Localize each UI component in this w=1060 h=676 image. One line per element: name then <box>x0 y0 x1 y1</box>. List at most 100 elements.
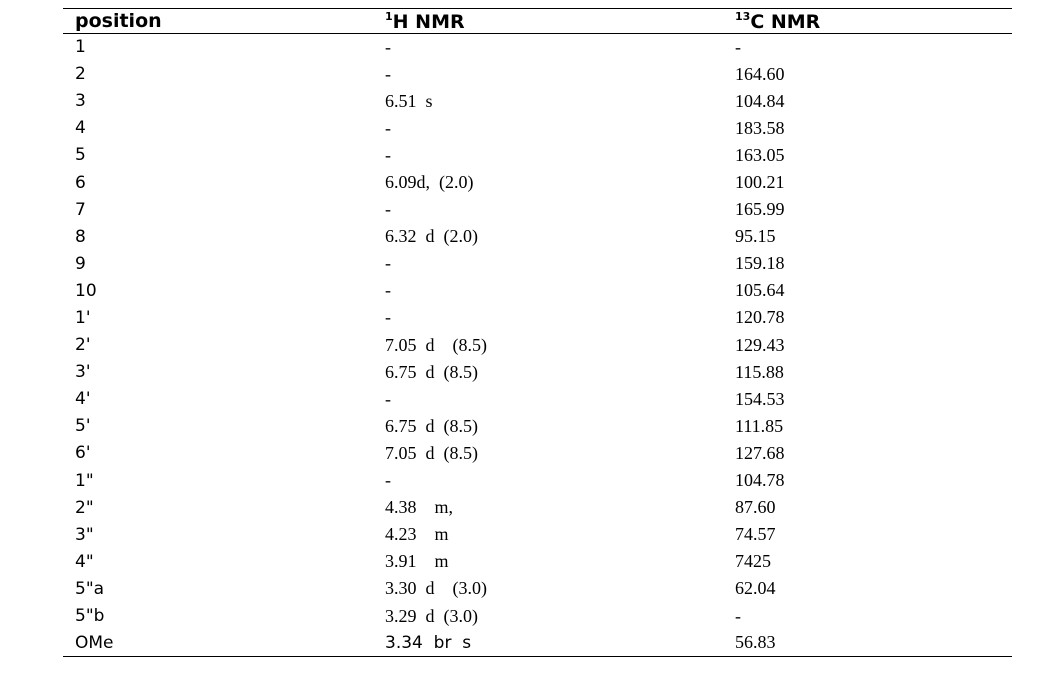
table-cell: 3 <box>75 91 86 112</box>
table-row: 9 - 159.18 <box>63 250 1012 277</box>
table-cell: 56.83 <box>735 632 776 653</box>
table-cell: 10 <box>75 280 97 301</box>
table-cell: - <box>735 36 741 57</box>
table-cell: 6.09d, (2.0) <box>385 172 474 193</box>
table-cell: 5' <box>75 416 91 437</box>
table-cell: 5 <box>75 145 86 166</box>
table-cell: 4.23 m <box>385 524 449 545</box>
table-cell: 165.99 <box>735 199 785 220</box>
table-row: 1 - - <box>63 34 1012 61</box>
table-cell: 9 <box>75 253 86 274</box>
table-row: 4" 3.91 m 7425 <box>63 548 1012 575</box>
table-cell: 115.88 <box>735 361 784 382</box>
table-row: 2" 4.38 m, 87.60 <box>63 494 1012 521</box>
table-cell: 4 <box>75 118 86 139</box>
table-cell: 4" <box>75 551 94 572</box>
table-cell: OMe <box>75 632 114 653</box>
table-header: position 1H NMR 13C NMR <box>63 8 1012 34</box>
table-cell: - <box>385 280 391 301</box>
table-cell: 4.38 m, <box>385 497 454 518</box>
table-row: 1' - 120.78 <box>63 304 1012 331</box>
table-cell: - <box>385 199 391 220</box>
table-cell: 6 <box>75 172 86 193</box>
table-cell: 7425 <box>735 551 771 572</box>
table-cell: - <box>385 144 391 165</box>
table-row: 6 6.09d, (2.0) 100.21 <box>63 169 1012 196</box>
table-row: 4 - 183.58 <box>63 115 1012 142</box>
table-cell: 2' <box>75 335 91 356</box>
table-row: 2 - 164.60 <box>63 61 1012 88</box>
header-text: position <box>75 10 162 32</box>
table-row: 8 6.32 d (2.0) 95.15 <box>63 223 1012 250</box>
table-cell: 7.05 d (8.5) <box>385 334 487 355</box>
table-cell: - <box>385 253 391 274</box>
table-row: 5"a 3.30 d (3.0) 62.04 <box>63 575 1012 602</box>
header-cell: 13C NMR <box>723 9 1012 34</box>
table-cell: 5"a <box>75 578 105 599</box>
table-row: 3 6.51 s 104.84 <box>63 88 1012 115</box>
table-row: 5"b 3.29 d (3.0) - <box>63 602 1012 629</box>
table-cell: 3.30 d (3.0) <box>385 578 487 599</box>
table-cell: 87.60 <box>735 497 776 518</box>
table-cell: 1" <box>75 470 94 491</box>
table-cell: 7 <box>75 199 86 220</box>
table-cell: 111.85 <box>735 415 784 436</box>
header-text: H NMR <box>392 10 465 33</box>
table-cell: 8 <box>75 226 86 247</box>
table-row: 5' 6.75 d (8.5) 111.85 <box>63 413 1012 440</box>
header-cell: 1H NMR <box>373 9 723 34</box>
table-cell: - <box>385 36 391 57</box>
table-cell: 104.84 <box>735 90 785 111</box>
table-row: 6' 7.05 d (8.5) 127.68 <box>63 440 1012 467</box>
table-cell: 120.78 <box>735 307 785 328</box>
table-cell: 4' <box>75 389 91 410</box>
table-cell: 154.53 <box>735 388 785 409</box>
table-cell: - <box>385 388 391 409</box>
header-superscript: 13 <box>735 9 751 23</box>
header-row: position 1H NMR 13C NMR <box>63 8 1012 34</box>
table-cell: 95.15 <box>735 226 776 247</box>
table-cell: - <box>385 63 391 84</box>
table-row: 4' - 154.53 <box>63 386 1012 413</box>
table-body: 1 - - 2 - 164.60 3 6.51 s 104.84 4 - 183.58 5 - 163.05… <box>63 34 1012 657</box>
table-cell: - <box>385 470 391 491</box>
table-cell: 3' <box>75 362 91 383</box>
table-cell: 6.51 s <box>385 90 433 111</box>
table-cell: 2" <box>75 497 94 518</box>
header-cell: position <box>63 9 373 34</box>
table-cell: - <box>735 605 741 626</box>
table-cell: 3.34 br s <box>385 632 472 653</box>
table-cell: 100.21 <box>735 172 785 193</box>
table-cell: 7.05 d (8.5) <box>385 442 478 463</box>
table-cell: 164.60 <box>735 63 785 84</box>
table-row: 10 - 105.64 <box>63 277 1012 304</box>
nmr-table: position 1H NMR 13C NMR 1- -2-164.60 3 6.51 s… <box>63 8 1012 657</box>
table-row: 3' 6.75 d (8.5) 115.88 <box>63 359 1012 386</box>
table-cell: 2 <box>75 64 86 85</box>
table-cell: - <box>385 117 391 138</box>
table-cell: 3" <box>75 524 94 545</box>
table-cell: 105.64 <box>735 280 785 301</box>
table-cell: 127.68 <box>735 442 785 463</box>
table-row: 1" - 104.78 <box>63 467 1012 494</box>
table-cell: 3.29 d (3.0) <box>385 605 478 626</box>
header-superscript: 1 <box>385 9 393 23</box>
table-cell: 129.43 <box>735 334 785 355</box>
table-row: 2' 7.05 d (8.5) 129.43 <box>63 332 1012 359</box>
table-cell: 159.18 <box>735 253 785 274</box>
table-row: 5 - 163.05 <box>63 142 1012 169</box>
table-cell: 183.58 <box>735 117 785 138</box>
table-row: OMe 3.34 br s 56.83 <box>63 630 1012 657</box>
table-cell: 6.75 d (8.5) <box>385 361 478 382</box>
header-text: C NMR <box>750 10 821 33</box>
table-cell: 6' <box>75 443 91 464</box>
table-cell: 74.57 <box>735 524 776 545</box>
table-cell: 6.32 d (2.0) <box>385 226 478 247</box>
table-cell: 62.04 <box>735 578 776 599</box>
table-cell: 1' <box>75 307 91 328</box>
table-cell: 5"b <box>75 606 105 627</box>
table-cell: - <box>385 307 391 328</box>
table-cell: 163.05 <box>735 144 785 165</box>
table-row: 7 - 165.99 <box>63 196 1012 223</box>
